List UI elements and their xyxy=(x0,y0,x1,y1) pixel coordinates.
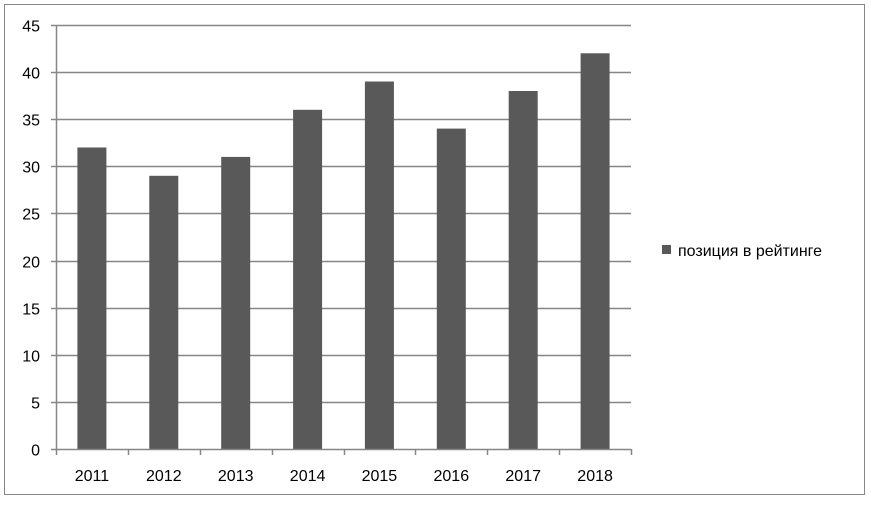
bar-2012 xyxy=(149,175,179,450)
y-tick-label: 30 xyxy=(22,160,40,177)
y-tick-label: 40 xyxy=(22,66,40,83)
y-tick-label: 20 xyxy=(22,255,40,272)
bar-2015 xyxy=(364,81,394,449)
bar-2014 xyxy=(293,109,323,450)
y-tick-label: 45 xyxy=(22,19,40,36)
legend-label: позиция в рейтинге xyxy=(678,243,822,260)
x-tick-label: 2018 xyxy=(577,468,613,485)
x-tick-label: 2013 xyxy=(218,468,254,485)
x-tick-label: 2012 xyxy=(146,468,182,485)
bar-2017 xyxy=(508,91,538,449)
y-tick-label: 5 xyxy=(31,396,40,413)
x-tick-label: 2017 xyxy=(505,468,541,485)
legend: позиция в рейтинге xyxy=(662,243,822,260)
chart-area xyxy=(4,4,865,495)
bars xyxy=(77,53,610,450)
y-axis-tick-labels: 0 5 10 15 20 25 30 35 40 45 xyxy=(22,19,40,460)
x-tick-label: 2016 xyxy=(434,468,470,485)
y-tick-label: 0 xyxy=(31,443,40,460)
axes xyxy=(55,25,633,455)
bar-2018 xyxy=(580,53,610,450)
legend-swatch xyxy=(662,245,671,254)
y-tick-label: 15 xyxy=(22,302,40,319)
x-axis-tick-labels: 2011 2012 2013 2014 2015 2016 2017 2018 xyxy=(75,468,613,485)
y-tick-label: 35 xyxy=(22,113,40,130)
y-tick-label: 25 xyxy=(22,207,40,224)
bar-2011 xyxy=(77,147,107,449)
bar-2016 xyxy=(436,128,466,449)
gridlines xyxy=(51,24,631,451)
y-tick-label: 10 xyxy=(22,349,40,366)
x-tick-label: 2015 xyxy=(362,468,398,485)
x-tick-label: 2014 xyxy=(290,468,326,485)
bar-2013 xyxy=(221,156,251,449)
x-tick-label: 2011 xyxy=(75,468,110,485)
